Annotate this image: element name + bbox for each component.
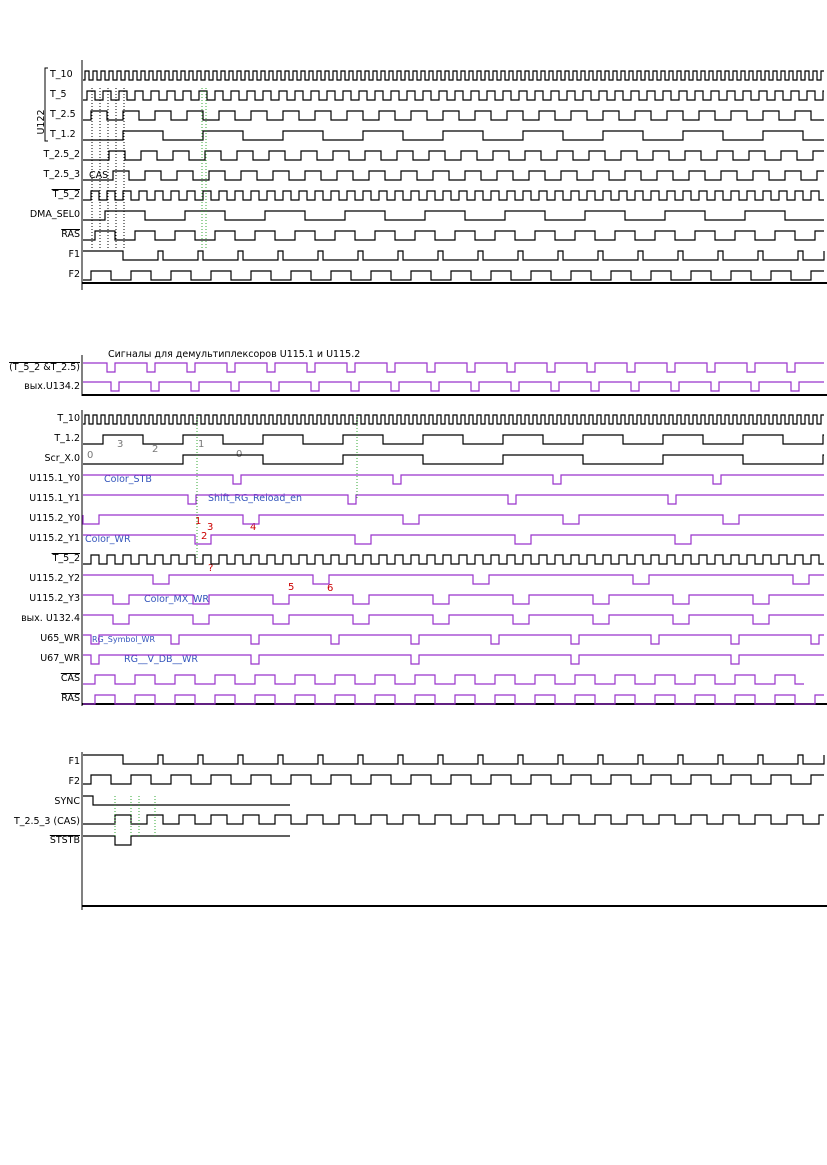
panel3-blue-labels: Color_STB Shift_RG_Reload_en Color_WR Co… bbox=[85, 474, 302, 665]
signal-label-t2-5-3: T_2.5_3 bbox=[43, 169, 80, 180]
wave-t52-and-t25 bbox=[83, 362, 824, 373]
wave-t5-2 bbox=[83, 190, 824, 201]
red-mark-5: 5 bbox=[288, 582, 294, 593]
signal-label-u115-2-y3: U115.2_Y3 bbox=[29, 593, 80, 604]
wave-p4-t2-5-3 bbox=[83, 814, 824, 825]
digit-0a: 0 bbox=[87, 450, 93, 461]
signal-label-ras: RAS bbox=[61, 229, 80, 240]
red-mark-4: 4 bbox=[250, 522, 256, 533]
panel2-labels: Сигналы для демультиплексоров U115.1 и U… bbox=[9, 349, 360, 392]
panel4-labels: F1 F2 SYNC T_2.5_3 (CAS) STSTB bbox=[13, 756, 80, 846]
red-mark-3: 3 bbox=[207, 522, 213, 533]
signal-label-t2-5-2: T_2.5_2 bbox=[43, 149, 80, 160]
signal-label-u67-wr: U67_WR bbox=[40, 653, 80, 664]
wave-p3-t10 bbox=[83, 414, 824, 425]
wave-t10 bbox=[83, 70, 824, 81]
signal-label-t1-2: T_1.2 bbox=[49, 129, 76, 140]
panel3-digits: 0 3 2 1 0 bbox=[87, 439, 242, 461]
signal-label-ststb: STSTB bbox=[50, 835, 80, 846]
signal-label-f2: F2 bbox=[68, 269, 80, 280]
digit-3: 3 bbox=[117, 439, 123, 450]
wave-u67-wr bbox=[83, 654, 824, 665]
label-rg-v-db-wr: RG__V_DB__WR bbox=[124, 654, 198, 665]
signal-label-u115-2-y1: U115.2_Y1 bbox=[29, 533, 80, 544]
digit-2: 2 bbox=[152, 444, 158, 455]
signal-label-u134-2: вых.U134.2 bbox=[24, 381, 80, 392]
wave-f1 bbox=[83, 250, 825, 261]
wave-t1-2 bbox=[83, 130, 824, 141]
red-mark-q: ? bbox=[208, 563, 213, 574]
wave-sync bbox=[83, 795, 290, 806]
wave-t2-5 bbox=[83, 110, 824, 121]
signal-label-u115-1-y0: U115.1_Y0 bbox=[29, 473, 80, 484]
group-bracket bbox=[44, 67, 48, 142]
wave-scr-x0 bbox=[83, 454, 824, 465]
wave-p3-cas bbox=[83, 674, 804, 685]
wave-u134-2 bbox=[83, 381, 824, 392]
waveforms bbox=[82, 70, 825, 846]
panel2-caption: Сигналы для демультиплексоров U115.1 и U… bbox=[108, 349, 360, 360]
signal-label-t2-5: T_2.5 bbox=[49, 109, 76, 120]
wave-u132-4 bbox=[83, 614, 824, 625]
wave-u115-2-y1 bbox=[83, 534, 824, 545]
wave-ststb bbox=[83, 835, 290, 846]
signal-label-p3-t5-2: T_5_2 bbox=[52, 553, 80, 564]
digit-1: 1 bbox=[198, 439, 204, 450]
signal-label-f1: F1 bbox=[68, 249, 80, 260]
wave-f2 bbox=[83, 270, 824, 281]
signal-label-u65-wr: U65_WR bbox=[40, 633, 80, 644]
signal-label-scr-x0: Scr_X.0 bbox=[45, 453, 80, 464]
wave-u65-wr bbox=[83, 634, 824, 645]
signal-label-u115-2-y0: U115.2_Y0 bbox=[29, 513, 80, 524]
signal-label-t10: T_10 bbox=[49, 69, 73, 80]
signal-label-sync: SYNC bbox=[54, 796, 80, 807]
wave-u115-2-y3 bbox=[83, 594, 824, 605]
wave-u115-2-y0 bbox=[82, 514, 824, 525]
signal-label-p3-cas: CAS bbox=[61, 673, 80, 684]
cas-annotation: CAS bbox=[89, 170, 108, 181]
signal-label-p3-ras: RAS bbox=[61, 693, 80, 704]
wave-p3-t5-2 bbox=[83, 554, 824, 565]
signal-label-u115-1-y1: U115.1_Y1 bbox=[29, 493, 80, 504]
signal-label-u115-2-y2: U115.2_Y2 bbox=[29, 573, 80, 584]
signal-label-t5-2: T_5_2 bbox=[52, 189, 80, 200]
panel3-labels: T_10 T_1.2 Scr_X.0 U115.1_Y0 U115.1_Y1 U… bbox=[21, 413, 80, 704]
wave-u115-2-y2 bbox=[83, 574, 824, 585]
wave-t5 bbox=[83, 90, 824, 101]
signal-label-p3-t1-2: T_1.2 bbox=[53, 433, 80, 444]
red-mark-6: 6 bbox=[327, 583, 333, 594]
overbars bbox=[9, 189, 80, 836]
wave-u115-1-y1 bbox=[83, 494, 824, 505]
wave-p4-f1 bbox=[83, 754, 825, 765]
wave-p4-f2 bbox=[83, 774, 824, 785]
signal-label-p4-f2: F2 bbox=[68, 776, 80, 787]
signal-label-u132-4: вых. U132.4 bbox=[21, 613, 80, 624]
label-color-mx-wr: Color_MX_WR bbox=[144, 594, 209, 605]
red-mark-1: 1 bbox=[195, 516, 201, 527]
wave-t2-5-3 bbox=[83, 170, 824, 181]
group-label-u122: U122 bbox=[36, 109, 47, 134]
panel3-red-marks: 1 2 3 4 ? 5 6 bbox=[195, 516, 333, 594]
label-color-stb: Color_STB bbox=[104, 474, 152, 485]
wave-dma-sel0 bbox=[83, 210, 824, 221]
signal-label-t5: T_5 bbox=[49, 89, 67, 100]
signal-label-t2-5-3-cas: T_2.5_3 (CAS) bbox=[13, 816, 80, 827]
label-rg-symbol-wr: RG_Symbol_WR bbox=[92, 635, 155, 644]
signal-label-t52-and-t25: (T_5_2 &T_2.5) bbox=[9, 362, 80, 373]
wave-u115-1-y0 bbox=[83, 474, 824, 485]
label-color-wr: Color_WR bbox=[85, 534, 131, 545]
wave-p3-t1-2 bbox=[83, 434, 824, 445]
panel1-labels: T_10 T_5 T_2.5 T_1.2 T_2.5_2 T_2.5_3 T_5… bbox=[30, 69, 108, 280]
signal-label-dma-sel0: DMA_SEL0 bbox=[30, 209, 80, 220]
signal-label-p3-t10: T_10 bbox=[56, 413, 80, 424]
label-shift-rg: Shift_RG_Reload_en bbox=[208, 493, 302, 504]
wave-p3-ras bbox=[83, 694, 824, 705]
wave-t2-5-2 bbox=[83, 150, 824, 161]
wave-ras bbox=[83, 230, 824, 241]
signal-label-p4-f1: F1 bbox=[68, 756, 80, 767]
red-mark-2: 2 bbox=[201, 531, 207, 542]
